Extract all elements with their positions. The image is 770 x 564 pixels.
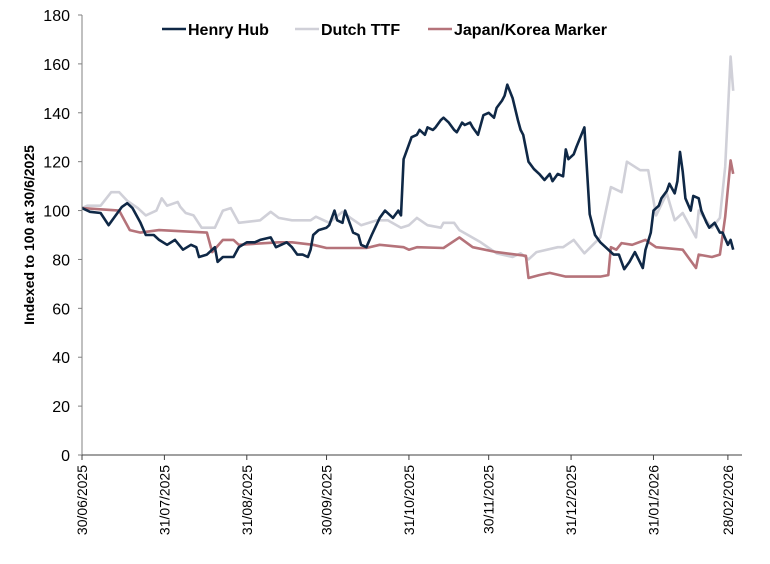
x-tick-label: 30/11/2025 <box>481 465 497 534</box>
y-tick-label: 80 <box>52 252 70 269</box>
series-line-japan-korea-marker <box>81 159 735 280</box>
x-tick-label: 31/01/2026 <box>645 465 661 535</box>
x-tick-label: 30/09/2025 <box>319 465 335 535</box>
x-tick-label: 28/02/2026 <box>720 465 736 535</box>
y-tick-label: 60 <box>52 301 70 318</box>
y-tick-label: 140 <box>43 106 70 123</box>
series-line-henry-hub <box>81 83 735 271</box>
legend-label: Dutch TTF <box>321 22 400 39</box>
x-tick-label: 31/07/2025 <box>156 465 172 535</box>
legend: Henry Hub Dutch TTF Japan/Korea Marker <box>162 22 607 39</box>
x-tick-label: 31/12/2025 <box>563 465 579 535</box>
y-axis-label: Indexed to 100 at 30/6/2025 <box>21 145 37 325</box>
y-ticks: 0 20 40 60 80 100 120 140 160 180 <box>43 8 82 465</box>
series-line-dutch-ttf <box>81 55 735 261</box>
legend-label: Henry Hub <box>188 22 269 39</box>
x-ticks: 30/06/2025 31/07/2025 31/08/2025 30/09/2025… <box>74 455 736 535</box>
y-tick-label: 100 <box>43 204 70 221</box>
y-tick-label: 0 <box>61 448 70 465</box>
x-tick-label: 31/10/2025 <box>401 465 417 535</box>
y-tick-label: 20 <box>52 399 70 416</box>
y-tick-label: 160 <box>43 57 70 74</box>
y-tick-label: 40 <box>52 350 70 367</box>
x-tick-label: 31/08/2025 <box>239 465 255 535</box>
y-tick-label: 180 <box>43 8 70 25</box>
y-tick-label: 120 <box>43 155 70 172</box>
x-tick-label: 30/06/2025 <box>74 465 90 535</box>
series-layer <box>81 55 735 280</box>
legend-label: Japan/Korea Marker <box>454 22 607 39</box>
